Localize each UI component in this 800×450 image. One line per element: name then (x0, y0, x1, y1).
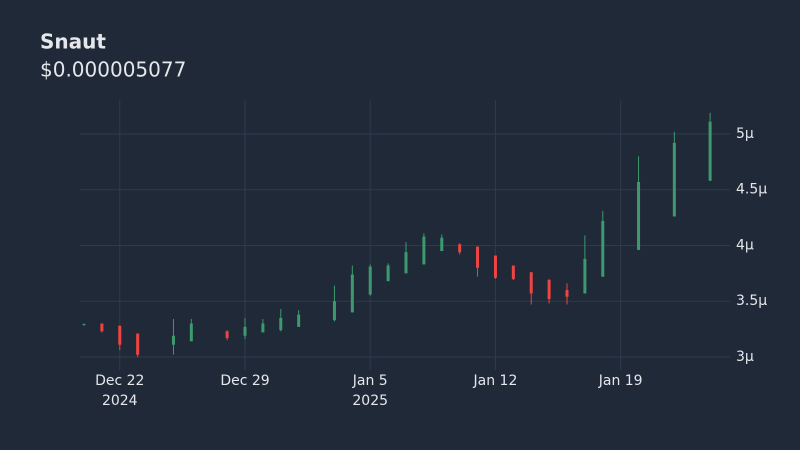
candle-body (261, 323, 265, 333)
candle-body (297, 314, 301, 327)
candle-body (189, 323, 193, 342)
candle-body (404, 252, 408, 274)
y-tick-label: 3.5µ (736, 293, 767, 309)
candle-body (243, 326, 247, 336)
candle-body (601, 220, 605, 277)
x-tick-label: Jan 12 (473, 373, 518, 389)
x-tick-label: Dec 22 (95, 373, 144, 389)
candle-body (136, 333, 140, 355)
x-tick-year: 2024 (102, 393, 138, 409)
candle-body (440, 237, 444, 252)
candle-body (493, 255, 497, 278)
price: $0.000005077 (40, 58, 186, 82)
y-tick-label: 3µ (736, 349, 754, 365)
y-tick-label: 4.5µ (736, 182, 767, 198)
candle-body (100, 323, 104, 332)
candle-body (565, 290, 569, 297)
candle-body (422, 236, 426, 265)
x-tick-year: 2025 (352, 393, 388, 409)
candle-body (279, 317, 283, 331)
x-tick-label: Jan 5 (352, 373, 388, 389)
candle-body (708, 121, 712, 181)
candle-body (458, 244, 462, 253)
candle-body (332, 301, 336, 321)
candle-body (82, 324, 86, 326)
candle-body (583, 258, 587, 294)
candle-body (511, 265, 515, 279)
y-tick-label: 4µ (736, 237, 754, 253)
candle-body (171, 335, 175, 345)
candle-body (637, 181, 641, 250)
chart-title: Snaut (40, 30, 106, 54)
candle-body (476, 246, 480, 268)
candle-body (672, 142, 676, 217)
candle-body (118, 325, 122, 345)
y-tick-label: 5µ (736, 126, 754, 142)
candle-body (529, 272, 533, 294)
candle-body (350, 274, 354, 313)
candle-body (368, 266, 372, 295)
candle-body (225, 331, 229, 339)
candle-body (547, 280, 551, 299)
candle-body (386, 265, 390, 282)
x-tick-label: Jan 19 (598, 373, 643, 389)
x-tick-label: Dec 29 (220, 373, 269, 389)
